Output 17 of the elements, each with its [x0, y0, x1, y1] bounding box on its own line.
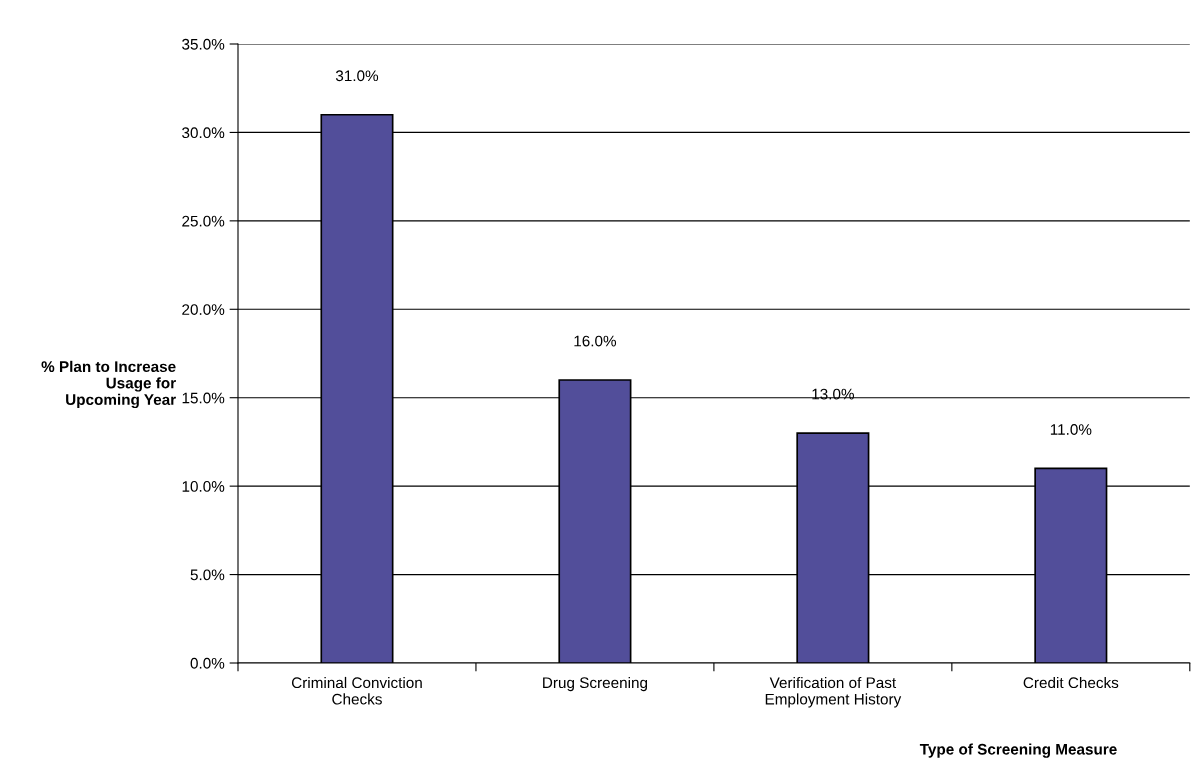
x-tick-label: Verification of Past Employment History: [765, 676, 902, 708]
y-tick-label: 0.0%: [190, 657, 225, 669]
y-tick-label: 5.0%: [190, 569, 225, 581]
y-tick-label: 20.0%: [182, 304, 225, 315]
data-label: 31.0%: [335, 70, 379, 82]
y-tick-label: 15.0%: [182, 392, 225, 404]
y-tick-label: 25.0%: [182, 215, 225, 227]
y-tick-label: 30.0%: [182, 127, 225, 139]
y-axis-title: % Plan to Increase Usage for Upcoming Year: [41, 360, 176, 409]
y-tick-label: 35.0%: [182, 38, 225, 50]
x-tick-label: Credit Checks: [1023, 676, 1119, 689]
data-label: 16.0%: [574, 335, 617, 347]
data-label: 11.0%: [1050, 424, 1092, 435]
y-tick-label: 10.0%: [182, 481, 225, 492]
x-tick-label: Criminal Conviction Checks: [291, 676, 422, 705]
x-tick-label: Drug Screening: [543, 676, 648, 692]
x-axis-title: Type of Screening Measure: [919, 743, 1117, 758]
